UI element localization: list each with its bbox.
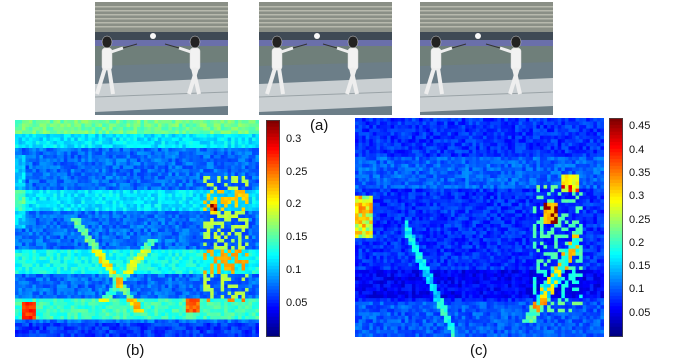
colorbar-tick-label: 0.25	[629, 213, 651, 226]
colorbar-tick-label: 0.35	[629, 166, 651, 179]
colorbar-tick-label: 0.45	[629, 120, 651, 133]
colorbar-tick-label: 0.3	[629, 190, 645, 203]
video-frame-2	[259, 2, 392, 115]
heatmap-c	[355, 118, 604, 337]
heatmap-b	[15, 120, 259, 337]
colorbar-tick-label: 0.4	[629, 143, 645, 156]
colorbar-tick-label: 0.05	[286, 297, 308, 310]
video-frame-1	[95, 2, 228, 115]
caption-a: (a)	[310, 117, 329, 134]
colorbar-tick-label: 0.1	[286, 264, 302, 277]
colorbar-tick-label: 0.05	[629, 306, 651, 319]
caption-b: (b)	[126, 342, 145, 359]
colorbar-tick-label: 0.1	[629, 283, 645, 296]
colorbar-b	[266, 120, 280, 338]
colorbar-tick-label: 0.2	[286, 198, 302, 211]
video-frame-3	[420, 2, 553, 115]
colorbar-c	[609, 118, 623, 338]
colorbar-tick-label: 0.15	[629, 260, 651, 273]
colorbar-tick-label: 0.25	[286, 165, 308, 178]
caption-c: (c)	[470, 342, 488, 359]
colorbar-tick-label: 0.3	[286, 132, 302, 145]
colorbar-tick-label: 0.15	[286, 231, 308, 244]
colorbar-tick-label: 0.2	[629, 236, 645, 249]
